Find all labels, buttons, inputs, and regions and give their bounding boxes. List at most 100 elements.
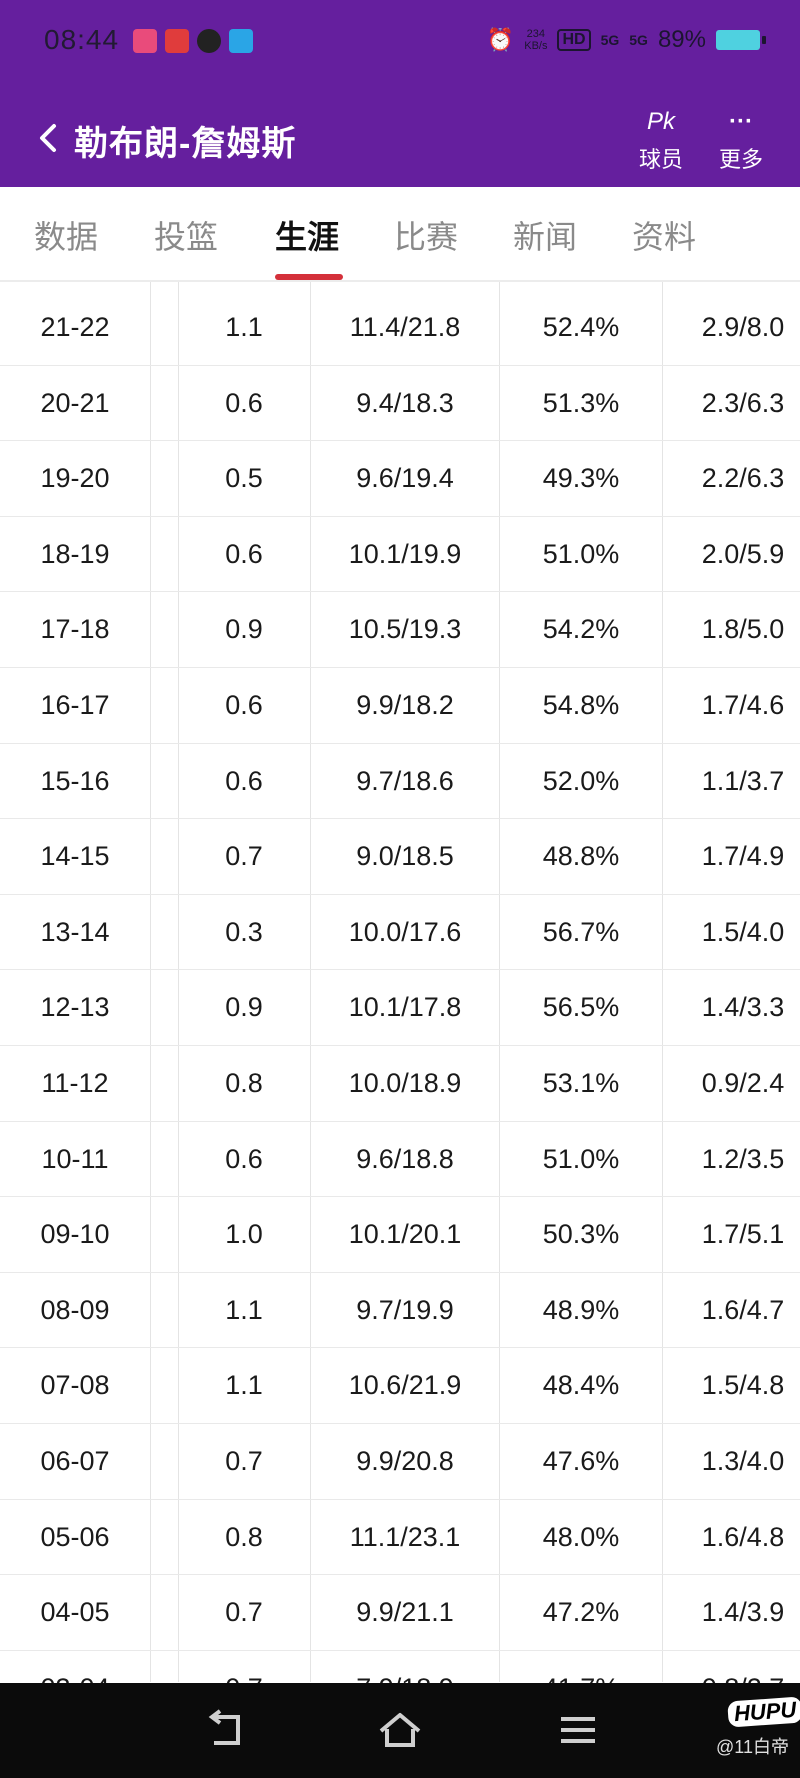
fgm-fga-cell: 9.6/18.8 (356, 1143, 454, 1174)
page-title: 勒布朗-詹姆斯 (74, 125, 297, 163)
3pm-3pa-cell: 1.7/4.6 (701, 689, 785, 720)
season-cell: 21-22 (40, 312, 110, 342)
table-row[interactable]: 12-13 0.9 10.1/17.8 56.5% 1.4/3.3 (0, 970, 800, 1046)
network-speed-unit: KB/s (524, 40, 548, 52)
3pm-3pa-cell: 1.1/3.7 (701, 765, 785, 796)
player-pk-button[interactable]: Pk 球员 (626, 102, 696, 174)
table-row[interactable]: 04-05 0.7 9.9/21.1 47.2% 1.4/3.9 (0, 1575, 800, 1651)
fg-pct-cell: 49.3% (542, 463, 620, 494)
tab-data[interactable]: 数据 (34, 219, 99, 255)
3pm-3pa-cell: 1.6/4.7 (701, 1294, 785, 1325)
fgm-fga-cell: 11.1/23.1 (349, 1521, 461, 1552)
career-stats-table[interactable]: 21-22 1.1 11.4/21.8 52.4% 2.9/8.0 20-21 0.6 9.4… (0, 290, 800, 1727)
season-cell: 14-15 (40, 841, 110, 872)
more-label: 更多 (718, 147, 763, 172)
fg-pct-cell: 48.0% (542, 1521, 620, 1552)
fgm-fga-cell: 10.6/21.9 (348, 1370, 462, 1401)
3pm-3pa-cell: 1.5/4.0 (701, 916, 785, 947)
player-pk-label: 球员 (638, 147, 683, 172)
tab-divider (0, 280, 800, 282)
3pm-3pa-cell: 2.9/8.0 (701, 312, 785, 342)
tab-shooting[interactable]: 投篮 (154, 219, 219, 255)
stat-cell: 0.9 (225, 992, 263, 1023)
fgm-fga-cell: 10.0/17.6 (348, 916, 462, 947)
season-cell: 06-07 (40, 1445, 110, 1476)
3pm-3pa-cell: 2.0/5.9 (701, 538, 785, 569)
season-cell: 08-09 (40, 1294, 110, 1325)
season-cell: 16-17 (40, 689, 110, 720)
table-row[interactable]: 08-09 1.1 9.7/19.9 48.9% 1.6/4.7 (0, 1273, 800, 1349)
stat-cell: 0.9 (225, 614, 263, 645)
stat-cell: 0.6 (225, 1143, 263, 1174)
3pm-3pa-cell: 1.8/5.0 (701, 614, 785, 645)
notification-icons (133, 29, 253, 53)
season-cell: 19-20 (40, 463, 110, 494)
3pm-3pa-cell: 1.4/3.9 (701, 1597, 785, 1628)
table-row[interactable]: 18-19 0.6 10.1/19.9 51.0% 2.0/5.9 (0, 517, 800, 593)
battery-icon (716, 30, 766, 50)
table-row[interactable]: 15-16 0.6 9.7/18.6 52.0% 1.1/3.7 (0, 744, 800, 820)
season-cell: 15-16 (40, 765, 110, 796)
table-row[interactable]: 19-20 0.5 9.6/19.4 49.3% 2.2/6.3 (0, 441, 800, 517)
season-cell: 07-08 (40, 1370, 110, 1401)
stat-cell: 0.7 (225, 841, 263, 872)
status-bar: 08:44 ⏰ 234 KB/s HD 5G 5G 89% (0, 0, 800, 84)
table-row[interactable]: 09-10 1.0 10.1/20.1 50.3% 1.7/5.1 (0, 1197, 800, 1273)
3pm-3pa-cell: 2.3/6.3 (701, 387, 785, 418)
table-row[interactable]: 10-11 0.6 9.6/18.8 51.0% 1.2/3.5 (0, 1122, 800, 1198)
table-row[interactable]: 16-17 0.6 9.9/18.2 54.8% 1.7/4.6 (0, 668, 800, 744)
column-divider (499, 282, 500, 1682)
stat-cell: 0.6 (225, 538, 263, 569)
nav-bar: 勒布朗-詹姆斯 Pk 球员 ··· 更多 (0, 96, 800, 186)
table-row[interactable]: 11-12 0.8 10.0/18.9 53.1% 0.9/2.4 (0, 1046, 800, 1122)
signal-icon-2: 5G (629, 32, 648, 48)
table-row[interactable]: 06-07 0.7 9.9/20.8 47.6% 1.3/4.0 (0, 1424, 800, 1500)
season-cell: 17-18 (40, 614, 110, 645)
tab-news[interactable]: 新闻 (513, 219, 578, 255)
table-row[interactable]: 13-14 0.3 10.0/17.6 56.7% 1.5/4.0 (0, 895, 800, 971)
season-cell: 11-12 (41, 1067, 109, 1098)
fg-pct-cell: 54.2% (542, 614, 620, 645)
table-row[interactable]: 21-22 1.1 11.4/21.8 52.4% 2.9/8.0 (0, 290, 800, 366)
stat-cell: 1.1 (225, 1370, 263, 1401)
fgm-fga-cell: 11.4/21.8 (349, 312, 461, 342)
fg-pct-cell: 51.3% (542, 387, 620, 418)
table-row[interactable]: 07-08 1.1 10.6/21.9 48.4% 1.5/4.8 (0, 1348, 800, 1424)
stat-cell: 0.6 (225, 765, 263, 796)
fgm-fga-cell: 10.5/19.3 (348, 614, 462, 645)
tab-profile[interactable]: 资料 (632, 219, 697, 255)
fg-pct-cell: 47.6% (542, 1445, 620, 1476)
table-row[interactable]: 14-15 0.7 9.0/18.5 48.8% 1.7/4.9 (0, 819, 800, 895)
tab-bar: 数据 投篮 生涯 比赛 新闻 资料 (0, 188, 800, 282)
back-arrow-icon[interactable] (34, 118, 64, 158)
fgm-fga-cell: 9.4/18.3 (356, 387, 454, 418)
stat-cell: 0.6 (225, 689, 263, 720)
season-cell: 13-14 (40, 916, 110, 947)
fg-pct-cell: 51.0% (542, 538, 620, 569)
stat-cell: 0.3 (225, 916, 263, 947)
3pm-3pa-cell: 0.9/2.4 (701, 1067, 785, 1098)
tab-games[interactable]: 比赛 (394, 219, 459, 255)
fgm-fga-cell: 10.1/20.1 (348, 1219, 462, 1250)
more-button[interactable]: ··· 更多 (706, 102, 776, 174)
stat-cell: 0.7 (225, 1597, 263, 1628)
season-cell: 12-13 (40, 992, 110, 1023)
stat-cell: 0.6 (225, 387, 263, 418)
app-notification-icon (133, 29, 157, 53)
fg-pct-cell: 50.3% (542, 1219, 620, 1250)
menu-icon[interactable] (553, 1705, 603, 1755)
column-divider (662, 282, 663, 1682)
back-icon[interactable] (200, 1705, 250, 1755)
tab-career[interactable]: 生涯 (275, 219, 340, 255)
table-row[interactable]: 17-18 0.9 10.5/19.3 54.2% 1.8/5.0 (0, 592, 800, 668)
fgm-fga-cell: 9.9/18.2 (356, 689, 454, 720)
column-divider (178, 282, 179, 1682)
stat-cell: 0.7 (225, 1445, 263, 1476)
home-icon[interactable] (375, 1705, 425, 1755)
fgm-fga-cell: 9.0/18.5 (356, 841, 454, 872)
fgm-fga-cell: 9.6/19.4 (356, 463, 454, 494)
app-notification-icon (229, 29, 253, 53)
fg-pct-cell: 54.8% (542, 689, 620, 720)
table-row[interactable]: 05-06 0.8 11.1/23.1 48.0% 1.6/4.8 (0, 1500, 800, 1576)
table-row[interactable]: 20-21 0.6 9.4/18.3 51.3% 2.3/6.3 (0, 366, 800, 442)
